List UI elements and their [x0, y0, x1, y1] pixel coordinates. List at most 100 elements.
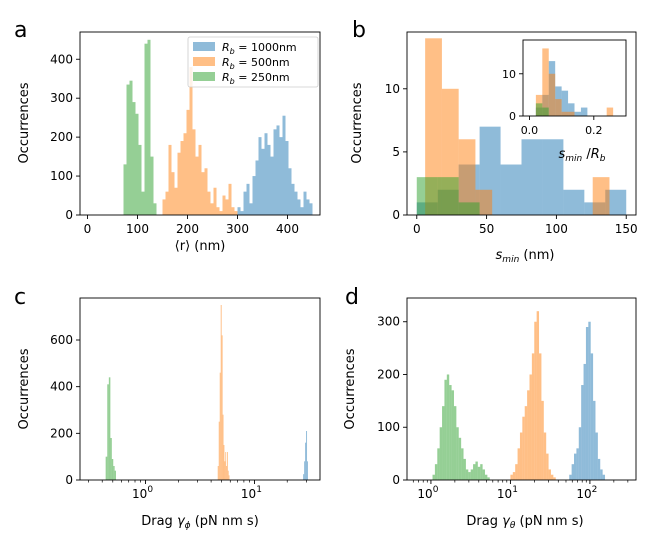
x-tick-label: 300: [226, 222, 249, 236]
bar-blue: [240, 211, 244, 215]
bar-green: [147, 39, 151, 215]
label-symbol: s: [496, 248, 503, 263]
bar-green: [482, 469, 485, 480]
x-tick-label: 150: [615, 222, 638, 236]
bar-blue: [294, 191, 298, 215]
bar-orange: [517, 448, 520, 480]
panel-letter-a: a: [14, 18, 27, 43]
bar-orange: [539, 353, 542, 480]
bar-green: [475, 461, 478, 480]
bar-orange: [192, 129, 196, 215]
bar-orange: [165, 191, 169, 215]
bar-blue: [243, 191, 247, 215]
y-axis-label: Occurrences: [17, 348, 32, 429]
bar-orange: [536, 311, 540, 480]
x-tick-label: 100: [132, 485, 153, 501]
bar-orange: [222, 414, 224, 480]
legend-entry-suffix: = 500nm: [235, 56, 290, 69]
bar-orange: [219, 372, 221, 480]
bar-blue: [571, 464, 575, 480]
axes-frame: [406, 31, 637, 216]
bar-orange: [606, 107, 614, 116]
bar-green: [458, 437, 462, 480]
bar-orange: [204, 168, 208, 215]
bar-orange: [234, 211, 238, 215]
bar-blue: [602, 474, 606, 480]
bar-orange: [218, 421, 220, 480]
chart-panel-b-inset: 0.0 0.2 0 10 smin /Rb: [502, 39, 627, 164]
x-tick-label: 102: [576, 485, 597, 501]
bar-orange: [217, 466, 219, 480]
x-tick-base: 10: [576, 487, 591, 501]
bar-orange: [216, 207, 220, 215]
bar-blue: [569, 474, 572, 480]
y-tick-label: 200: [50, 426, 73, 440]
bar-blue: [590, 353, 594, 480]
bar-blue: [270, 156, 274, 215]
bar-blue: [563, 189, 585, 215]
y-tick-label: 10: [385, 82, 400, 96]
bar-blue: [282, 115, 286, 215]
y-tick-label: 0: [65, 473, 73, 487]
x-tick-base: 10: [497, 487, 512, 501]
bar-orange: [195, 156, 199, 215]
legend-entry-sub: b: [230, 62, 235, 71]
label-symbol: s: [558, 147, 565, 162]
y-axis-label: Occurrences: [17, 82, 32, 163]
x-tick-label: 100: [126, 222, 149, 236]
bar-green: [439, 427, 443, 480]
bar-blue: [246, 183, 250, 215]
label-symbol: R: [591, 147, 600, 162]
label-symbol: γ: [177, 514, 186, 529]
bar-blue: [267, 144, 271, 215]
bar-orange: [522, 416, 525, 480]
bar-green: [461, 448, 464, 480]
bar-green: [458, 202, 480, 215]
legend-entry-sub: b: [230, 47, 235, 56]
bar-orange: [541, 400, 544, 480]
bar-green: [442, 406, 445, 480]
bar-orange: [592, 177, 610, 215]
bar-blue: [303, 474, 305, 480]
x-tick-exp: 1: [256, 485, 262, 495]
bar-green: [456, 427, 459, 480]
bar-orange: [227, 470, 229, 480]
bar-green: [153, 203, 157, 215]
bar-blue: [574, 111, 581, 116]
bar-blue: [581, 385, 584, 480]
bar-green: [437, 448, 440, 480]
bar-blue: [583, 363, 586, 480]
legend-swatch-250nm: [193, 72, 215, 81]
bar-orange: [189, 67, 193, 215]
x-axis-label: smin (nm): [496, 248, 555, 265]
bar-green: [463, 458, 466, 480]
bar-orange: [207, 191, 211, 215]
axes-frame: [522, 39, 627, 117]
x-axis-label: Drag γϕ (pN nm s): [141, 514, 259, 531]
bar-green: [468, 472, 471, 480]
bar-orange: [219, 211, 223, 215]
x-axis-label: smin /Rb: [558, 147, 605, 164]
bar-blue: [306, 431, 308, 480]
bar-orange: [228, 475, 230, 480]
x-tick-base: 10: [241, 487, 256, 501]
bar-orange: [177, 152, 181, 215]
bar-blue: [595, 432, 598, 480]
bar-green: [132, 102, 136, 215]
axes-frame: [406, 297, 637, 481]
x-tick-label: 50: [479, 222, 494, 236]
bar-orange: [224, 461, 226, 480]
bar-green: [113, 466, 115, 480]
bar-blue: [593, 400, 596, 480]
legend-entry-main: R: [222, 71, 230, 84]
x-tick-label: 0: [84, 222, 92, 236]
bars-group: [416, 38, 627, 216]
bar-green: [465, 469, 469, 480]
y-tick-label: 600: [50, 333, 73, 347]
legend-entry-500nm: Rb = 500nm: [222, 56, 290, 71]
bar-orange: [548, 73, 556, 116]
bar-orange: [180, 141, 184, 215]
bar-blue: [568, 103, 575, 116]
x-tick-label: 0.2: [585, 124, 603, 137]
